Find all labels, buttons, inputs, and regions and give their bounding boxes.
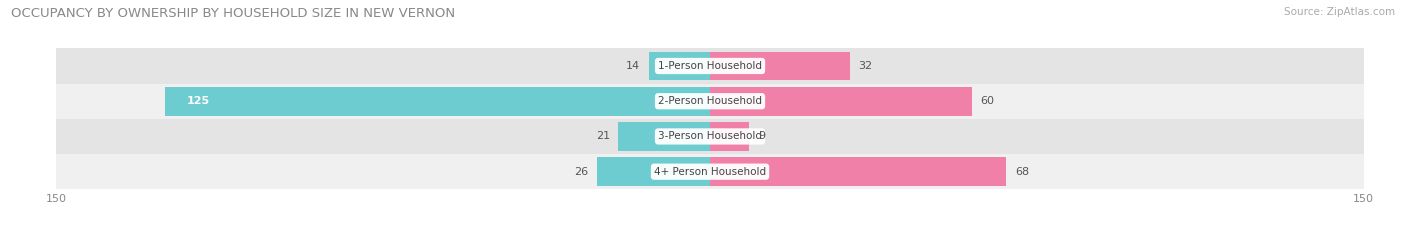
- Text: 2-Person Household: 2-Person Household: [658, 96, 762, 106]
- Text: 21: 21: [596, 131, 610, 141]
- Text: 26: 26: [574, 167, 588, 177]
- Text: 125: 125: [187, 96, 209, 106]
- Text: 68: 68: [1015, 167, 1029, 177]
- Bar: [619, 122, 710, 151]
- Bar: [650, 51, 710, 80]
- Bar: [710, 122, 749, 151]
- Bar: [710, 51, 849, 80]
- Text: 9: 9: [758, 131, 765, 141]
- Text: 32: 32: [858, 61, 872, 71]
- Text: OCCUPANCY BY OWNERSHIP BY HOUSEHOLD SIZE IN NEW VERNON: OCCUPANCY BY OWNERSHIP BY HOUSEHOLD SIZE…: [11, 7, 456, 20]
- Bar: [710, 87, 972, 116]
- Text: 14: 14: [626, 61, 640, 71]
- Text: 60: 60: [980, 96, 994, 106]
- Bar: [56, 48, 1364, 84]
- Bar: [710, 157, 1007, 186]
- Bar: [56, 119, 1364, 154]
- Bar: [596, 157, 710, 186]
- Bar: [165, 87, 710, 116]
- Bar: [56, 84, 1364, 119]
- Text: 1-Person Household: 1-Person Household: [658, 61, 762, 71]
- Text: 4+ Person Household: 4+ Person Household: [654, 167, 766, 177]
- Text: 3-Person Household: 3-Person Household: [658, 131, 762, 141]
- Text: Source: ZipAtlas.com: Source: ZipAtlas.com: [1284, 7, 1395, 17]
- Bar: [56, 154, 1364, 189]
